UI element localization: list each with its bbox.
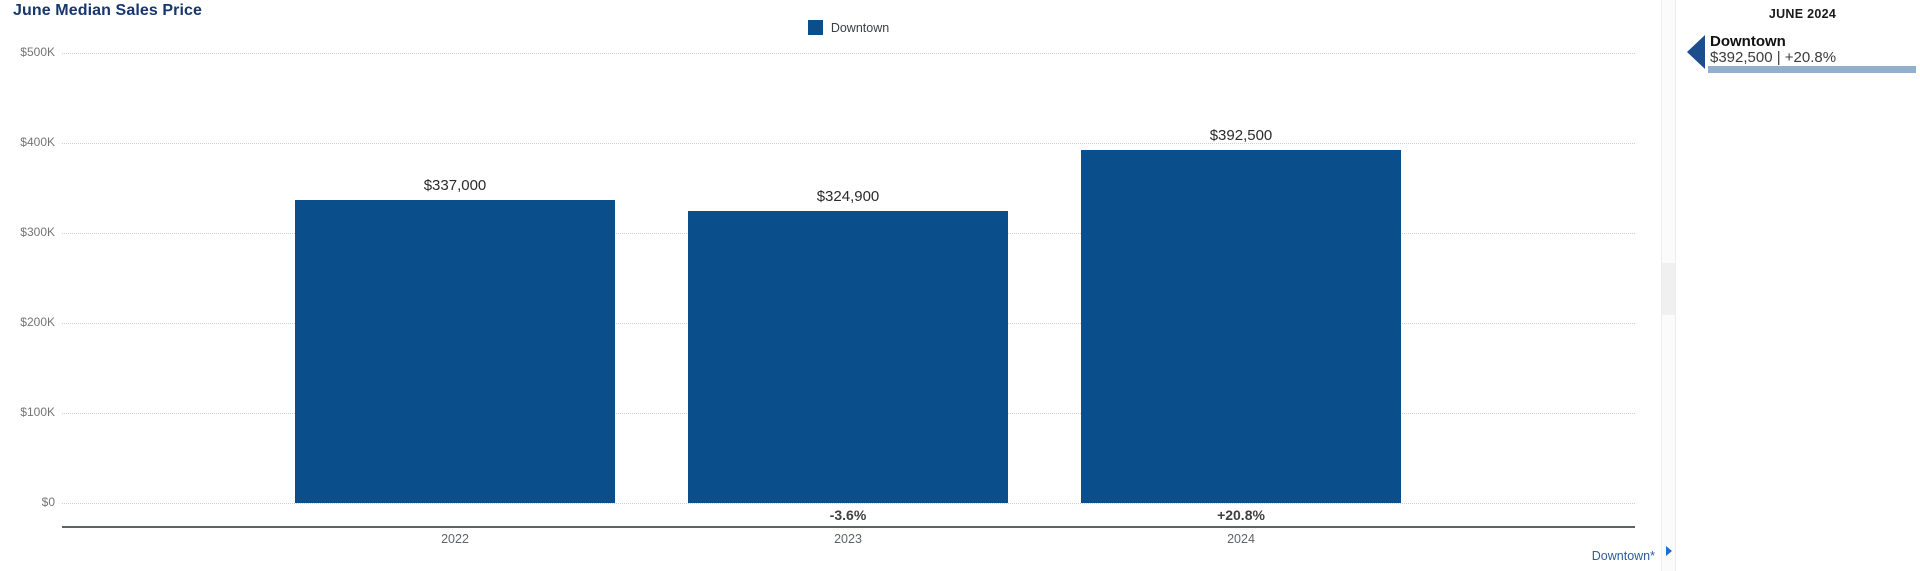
panel-collapse-handle[interactable] xyxy=(1662,263,1675,556)
bar-column-2022: $337,000 xyxy=(295,0,615,571)
median-sales-price-chart: June Median Sales Price Downtown $500K $4… xyxy=(13,0,1655,571)
y-tick-label-$400K: $400K xyxy=(20,135,55,149)
panel-collapse-strip[interactable] xyxy=(1661,0,1676,571)
x-axis-label-2024: 2024 xyxy=(1227,532,1255,546)
expand-right-arrow-icon[interactable] xyxy=(1666,546,1672,556)
bar-2024[interactable] xyxy=(1081,150,1401,503)
bar-2023[interactable] xyxy=(688,211,1008,503)
sidebar-month-header: JUNE 2024 xyxy=(1768,7,1837,21)
bar-value-label-2023: $324,900 xyxy=(816,188,880,205)
y-tick-label-$500K: $500K xyxy=(20,45,55,59)
chart-title: June Median Sales Price xyxy=(13,2,203,19)
x-axis-label-2023: 2023 xyxy=(834,532,862,546)
gridline-$400K xyxy=(62,143,1635,144)
pct-change-label-2023: -3.6% xyxy=(829,507,867,523)
gridline-$500K xyxy=(62,53,1635,54)
sidebar-item-value: $392,500 | +20.8% xyxy=(1710,49,1837,66)
bar-column-2024: $392,500 xyxy=(1081,0,1401,571)
gridline-$0 xyxy=(62,503,1635,504)
y-tick-label-$0: $0 xyxy=(41,495,55,509)
legend-swatch-downtown[interactable] xyxy=(807,20,823,35)
y-tick-label-$300K: $300K xyxy=(20,225,55,239)
x-axis-line xyxy=(62,526,1635,528)
downtown-footnote-link[interactable]: Downtown* xyxy=(1591,549,1655,563)
bar-value-label-2024: $392,500 xyxy=(1209,127,1273,144)
x-axis-label-2022: 2022 xyxy=(441,532,469,546)
summary-sidebar: JUNE 2024 Downtown $392,500 | +20.8% xyxy=(1685,0,1920,571)
sidebar-item-downtown[interactable]: Downtown $392,500 | +20.8% xyxy=(1687,33,1917,77)
chart-legend: Downtown xyxy=(62,20,1635,35)
y-tick-label-$100K: $100K xyxy=(20,405,55,419)
legend-label-downtown[interactable]: Downtown xyxy=(830,20,890,35)
sidebar-mini-bar xyxy=(1708,66,1916,73)
bar-value-label-2022: $337,000 xyxy=(423,177,487,194)
y-tick-label-$200K: $200K xyxy=(20,315,55,329)
bar-column-2023: $324,900 xyxy=(688,0,1008,571)
left-triangle-marker-icon xyxy=(1687,35,1705,69)
bar-2022[interactable] xyxy=(295,200,615,503)
sidebar-item-name: Downtown xyxy=(1710,33,1786,50)
pct-change-label-2024: +20.8% xyxy=(1217,507,1265,523)
